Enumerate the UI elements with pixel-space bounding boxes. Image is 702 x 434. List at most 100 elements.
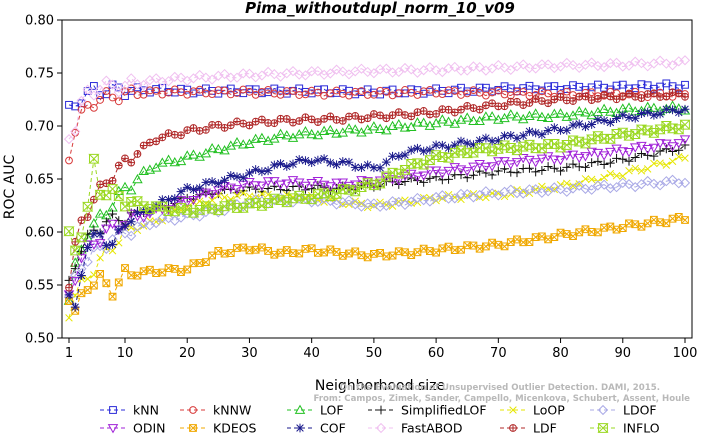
data-point: [425, 247, 434, 255]
data-point: [662, 219, 671, 228]
data-point: [381, 63, 392, 74]
data-point: [139, 141, 148, 150]
data-point: [623, 102, 635, 112]
data-point: [681, 154, 689, 162]
credit-watermark: On the Evaluation of Unsupervised Outlie…: [313, 383, 690, 404]
data-point: [107, 79, 118, 90]
data-point: [151, 73, 162, 84]
data-point: [511, 188, 523, 199]
data-point: [587, 158, 597, 168]
data-point: [493, 114, 504, 124]
data-point: [207, 74, 218, 85]
credit-line-2: From: Campos, Zimek, Sander, Campello, M…: [313, 394, 690, 404]
data-point: [269, 160, 279, 170]
data-point: [363, 114, 372, 123]
data-point: [257, 243, 266, 252]
data-point: [121, 264, 129, 272]
data-point: [623, 60, 635, 71]
data-point: [374, 123, 386, 133]
data-point: [624, 156, 634, 166]
data-point: [163, 154, 174, 164]
data-point: [605, 106, 616, 116]
data-point: [368, 198, 379, 209]
data-point: [562, 162, 572, 172]
data-point: [213, 70, 224, 81]
data-point: [475, 135, 485, 145]
data-point: [83, 286, 92, 294]
data-point: [77, 289, 86, 298]
data-point: [631, 164, 639, 173]
data-point: [469, 170, 478, 180]
data-point: [369, 90, 378, 99]
data-point: [357, 163, 366, 173]
data-point: [431, 65, 442, 76]
data-point: [586, 147, 597, 158]
data-point: [300, 181, 311, 192]
data-point: [643, 150, 653, 160]
data-point: [461, 167, 473, 177]
data-point: [419, 107, 428, 115]
data-point: [549, 155, 560, 165]
data-point: [456, 136, 466, 146]
data-point: [351, 247, 360, 256]
data-point: [331, 64, 342, 75]
data-point: [432, 110, 441, 118]
data-point: [569, 97, 577, 105]
data-point: [544, 89, 553, 98]
data-point: [208, 90, 217, 99]
data-point: [195, 85, 204, 94]
data-point: [587, 120, 597, 129]
data-point: [407, 112, 416, 121]
data-point: [95, 84, 106, 96]
data-point: [133, 150, 142, 158]
data-point: [623, 179, 635, 190]
data-point: [407, 251, 416, 260]
data-point: [506, 238, 515, 247]
data-point: [555, 108, 566, 118]
data-point: [214, 120, 223, 129]
data-point: [356, 63, 367, 74]
data-point: [444, 175, 453, 184]
data-point: [250, 133, 261, 143]
y-tick-label: 0.55: [25, 279, 54, 294]
data-point: [593, 228, 602, 237]
data-point: [606, 169, 615, 178]
data-point: [412, 117, 423, 127]
data-point: [401, 89, 409, 98]
legend-marker: [189, 406, 197, 414]
data-point: [170, 85, 179, 94]
data-point: [618, 224, 627, 232]
data-point: [281, 179, 293, 189]
data-point: [282, 115, 291, 123]
data-point: [544, 99, 553, 108]
data-point: [419, 146, 429, 156]
data-point: [393, 176, 405, 186]
data-point: [681, 216, 689, 224]
data-point: [169, 156, 181, 167]
y-tick-label: 0.65: [25, 173, 54, 188]
data-point: [612, 171, 621, 180]
legend-marker: [509, 406, 517, 414]
data-point: [662, 92, 671, 101]
data-point: [152, 269, 161, 277]
data-point: [114, 225, 124, 235]
data-point: [264, 85, 273, 94]
data-point: [450, 87, 459, 95]
legend-label: kNN: [133, 403, 159, 418]
data-point: [219, 68, 230, 80]
data-point: [208, 251, 217, 260]
data-point: [237, 139, 249, 149]
data-point: [637, 94, 646, 102]
data-point: [605, 118, 615, 127]
data-point: [388, 151, 397, 161]
data-point: [437, 114, 448, 124]
data-point: [119, 181, 131, 192]
data-point: [475, 105, 484, 114]
data-point: [276, 159, 285, 169]
data-point: [437, 190, 448, 201]
data-point: [543, 186, 554, 197]
data-point: [76, 95, 87, 106]
data-point: [488, 238, 497, 247]
data-point: [195, 127, 204, 135]
data-point: [94, 208, 106, 218]
